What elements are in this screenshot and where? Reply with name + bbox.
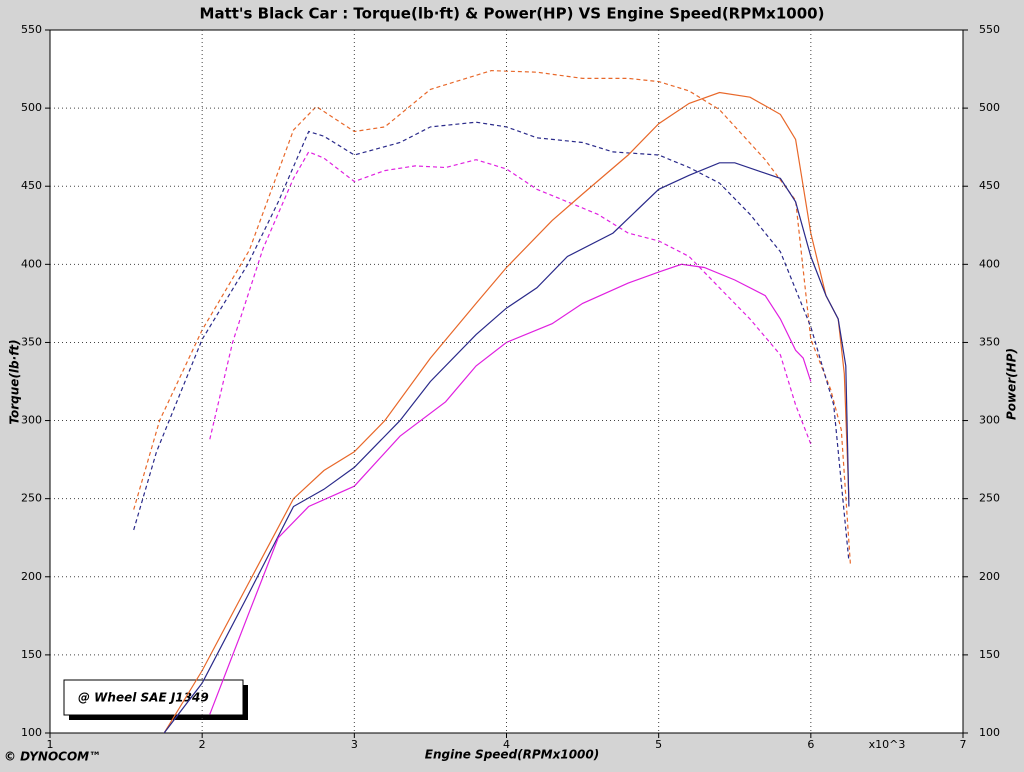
x-unit-label: x10^3 [869,738,906,751]
y-tick-label: 400 [21,257,42,270]
y2-tick-label: 450 [979,179,1000,192]
y2-tick-label: 350 [979,335,1000,348]
y-tick-label: 350 [21,335,42,348]
y-tick-label: 500 [21,101,42,114]
y-tick-label: 200 [21,570,42,583]
footer: © DYNOCOM™ [4,750,101,764]
y2-tick-label: 100 [979,726,1000,739]
x-tick-label: 3 [351,738,358,751]
x-tick-label: 4 [503,738,510,751]
y2-tick-label: 250 [979,492,1000,505]
plot-area [49,29,964,734]
series-line [163,91,850,733]
annotation: @ Wheel SAE J1349 [78,691,209,705]
y2-tick-label: 200 [979,570,1000,583]
series-line [209,263,812,715]
y-axis-label: Torque(lb·ft) [8,339,22,424]
y2-axis-label: Power(HP) [1005,348,1019,420]
y-tick-label: 450 [21,179,42,192]
chart-title: Matt's Black Car : Torque(lb·ft) & Power… [200,5,825,23]
series-line [163,162,850,733]
y-tick-label: 100 [21,726,42,739]
series-line [133,69,851,565]
x-tick-label: 2 [199,738,206,751]
y-tick-label: 550 [21,23,42,36]
annotation-box [63,679,244,716]
x-tick-label: 5 [655,738,662,751]
y2-tick-label: 300 [979,414,1000,427]
y2-tick-label: 400 [979,257,1000,270]
x-tick-label: 1 [47,738,54,751]
y2-tick-label: 150 [979,648,1000,661]
y-tick-label: 150 [21,648,42,661]
y2-tick-label: 550 [979,23,1000,36]
x-tick-label: 6 [807,738,814,751]
y-tick-label: 250 [21,492,42,505]
x-axis-label: Engine Speed(RPMx1000) [425,748,600,762]
series-line [209,151,812,445]
x-tick-label: 7 [960,738,967,751]
y2-tick-label: 500 [979,101,1000,114]
y-tick-label: 300 [21,414,42,427]
